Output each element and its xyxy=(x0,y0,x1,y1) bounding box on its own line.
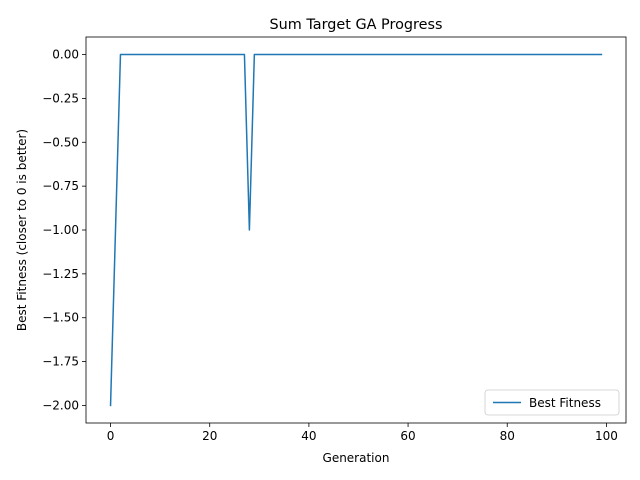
x-tick-label: 0 xyxy=(107,429,115,443)
legend: Best Fitness xyxy=(484,389,620,416)
y-tick-label: 0.00 xyxy=(52,48,79,62)
y-axis-label: Best Fitness (closer to 0 is better) xyxy=(15,129,29,331)
legend-box xyxy=(484,389,620,416)
y-tick-label: −1.25 xyxy=(42,267,79,281)
y-axis-ticks: 0.00 −0.25 −0.50 −0.75 −1.00 −1.25 −1.50 −1.75 −… xyxy=(42,48,86,412)
series-line-best-fitness xyxy=(109,53,603,407)
y-tick-label: −2.00 xyxy=(42,398,79,412)
x-axis-label: Generation xyxy=(323,451,390,465)
y-tick-label: −0.75 xyxy=(42,179,79,193)
y-tick-label: −0.25 xyxy=(42,91,79,105)
x-axis-ticks: 0 20 40 60 80 100 xyxy=(107,423,618,443)
x-tick-label: 40 xyxy=(301,429,316,443)
x-tick-label: 60 xyxy=(400,429,415,443)
y-tick-label: −1.75 xyxy=(42,355,79,369)
series-layer xyxy=(109,53,603,407)
y-tick-label: −0.50 xyxy=(42,135,79,149)
x-tick-label: 20 xyxy=(202,429,217,443)
chart-title: Sum Target GA Progress xyxy=(270,17,443,33)
x-tick-label: 80 xyxy=(500,429,515,443)
y-tick-label: −1.00 xyxy=(42,223,79,237)
x-tick-label: 100 xyxy=(595,429,618,443)
y-tick-label: −1.50 xyxy=(42,311,79,325)
legend-label-best-fitness: Best Fitness xyxy=(529,396,601,410)
